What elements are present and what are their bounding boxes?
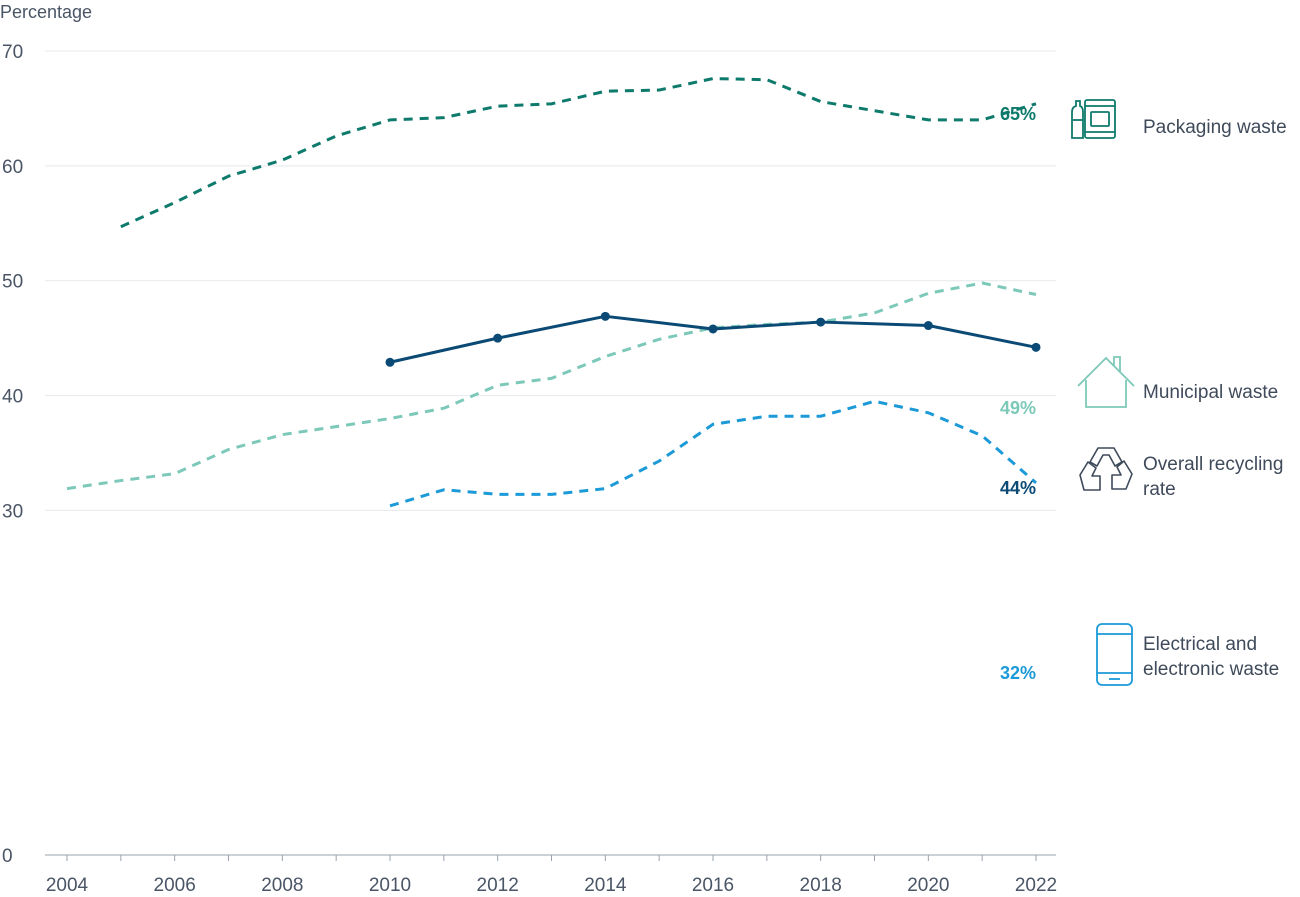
data-point-overall-recycling-rate: [816, 317, 826, 327]
end-labels: 65% 49% 44% 32%: [1000, 104, 1036, 683]
series-line-packaging-waste: [120, 77, 1037, 229]
legend-item-overall: Overall recycling rate: [1079, 447, 1283, 500]
x-tick-label: 2022: [1015, 875, 1057, 896]
legend-label-municipal: Municipal waste: [1143, 382, 1278, 403]
grid-lines: [45, 50, 1056, 511]
x-tick-label: 2008: [261, 875, 303, 896]
x-tick-label: 2010: [369, 875, 411, 896]
x-axis: 2004 2006 2008 2010 2012 2014 2016 2018 2020 2022: [45, 854, 1057, 896]
data-point-overall-recycling-rate: [923, 321, 933, 331]
y-tick-label: 0: [2, 846, 13, 867]
y-tick-label: 60: [2, 157, 23, 178]
y-tick-label: 40: [2, 387, 23, 408]
y-tick-label: 70: [2, 42, 23, 63]
series-line-overall-recycling-rate: [389, 314, 1037, 364]
legend-label-electrical-line2: electronic waste: [1143, 659, 1279, 680]
end-label-packaging-waste: 65%: [1000, 104, 1036, 124]
legend-item-municipal: Municipal waste: [1077, 356, 1278, 408]
x-tick-label: 2018: [800, 875, 842, 896]
y-axis-label: Percentage: [0, 2, 92, 22]
x-tick-label: 2014: [584, 875, 627, 896]
series-lines: [66, 77, 1041, 508]
data-point-overall-recycling-rate: [600, 311, 610, 321]
y-axis-ticks: 0 30 40 50 60 70: [2, 42, 23, 867]
series-line-electrical-and-electronic-waste: [389, 399, 1037, 508]
x-tick-label: 2004: [46, 875, 89, 896]
house-icon: [1077, 356, 1135, 408]
end-label-overall-recycling-rate: 44%: [1000, 478, 1036, 498]
packaging-icon: [1071, 99, 1116, 139]
y-tick-label: 30: [2, 501, 23, 522]
legend-label-packaging: Packaging waste: [1143, 117, 1287, 138]
data-point-overall-recycling-rate: [1031, 342, 1041, 352]
data-point-overall-recycling-rate: [385, 357, 395, 367]
end-label-electrical-and-electronic-waste: 32%: [1000, 663, 1036, 683]
legend-label-overall-line2: rate: [1143, 479, 1176, 500]
legend-label-overall-line1: Overall recycling: [1143, 454, 1283, 475]
x-tick-label: 2016: [692, 875, 734, 896]
legend-item-electrical: Electrical and electronic waste: [1096, 623, 1279, 686]
end-label-municipal-waste: 49%: [1000, 398, 1036, 418]
series-line-municipal-waste: [66, 281, 1037, 491]
x-tick-label: 2012: [477, 875, 519, 896]
legend-item-packaging: Packaging waste: [1071, 99, 1287, 139]
phone-icon: [1096, 623, 1133, 686]
x-tick-label: 2020: [907, 875, 949, 896]
legend-label-electrical-line1: Electrical and: [1143, 634, 1257, 655]
x-tick-label: 2006: [154, 875, 196, 896]
data-point-overall-recycling-rate: [708, 324, 718, 334]
recycle-icon: [1079, 447, 1133, 491]
data-point-overall-recycling-rate: [493, 333, 503, 343]
y-tick-label: 50: [2, 272, 23, 293]
